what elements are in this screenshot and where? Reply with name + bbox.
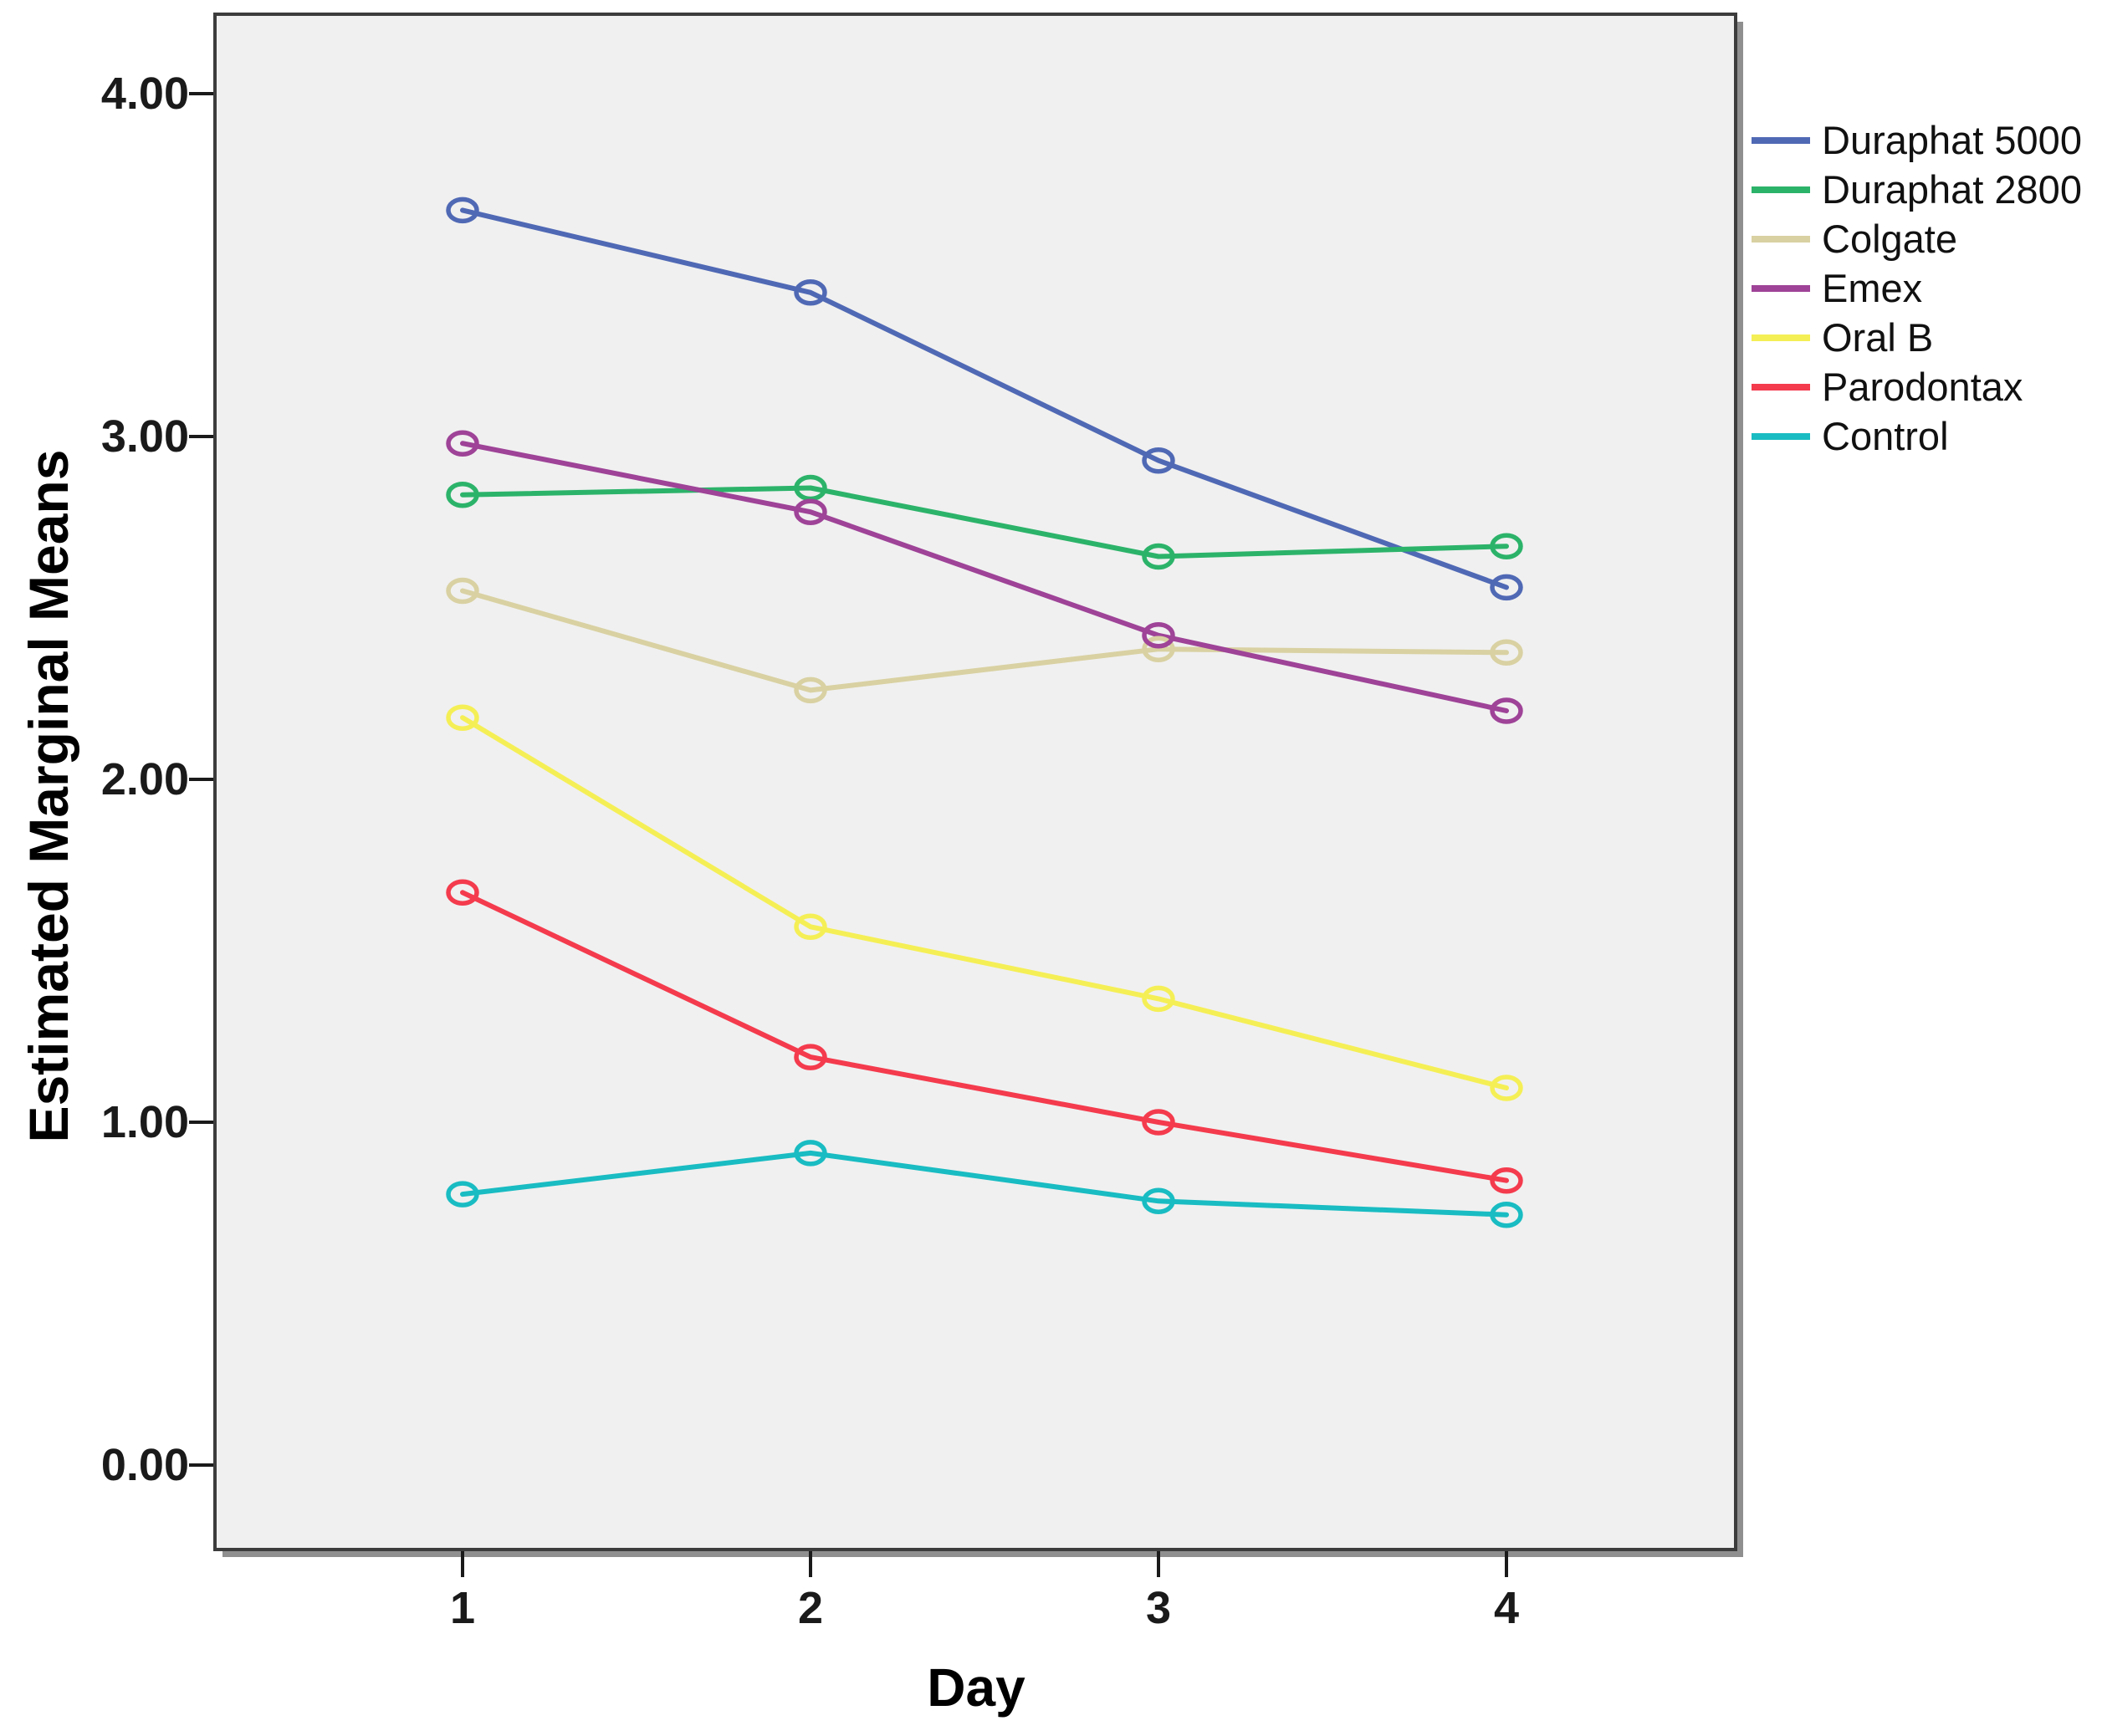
series-line	[460, 441, 1509, 713]
data-point-marker	[1142, 1187, 1175, 1215]
data-point-marker	[446, 704, 479, 731]
legend-label: Parodontax	[1822, 365, 2023, 409]
data-point-marker	[1490, 574, 1523, 601]
data-point-marker	[1142, 985, 1175, 1013]
legend-item: Control	[1752, 411, 2082, 461]
legend-item: Oral B	[1752, 313, 2082, 362]
data-point-marker	[794, 498, 827, 525]
data-point-marker	[446, 879, 479, 906]
legend-label: Oral B	[1822, 315, 1934, 360]
y-tick-label: 0.00	[100, 1440, 189, 1490]
data-point-marker	[446, 1181, 479, 1208]
legend-swatch	[1752, 383, 1810, 391]
data-point-marker	[794, 913, 827, 941]
series-line	[460, 715, 1509, 1090]
data-point-marker	[1490, 697, 1523, 724]
series-line	[460, 588, 1509, 693]
legend-swatch	[1752, 235, 1810, 243]
x-axis-title: Day	[927, 1657, 1025, 1718]
y-tick-label: 4.00	[100, 69, 189, 119]
legend-label: Duraphat 2800	[1822, 167, 2082, 212]
data-point-marker	[446, 197, 479, 224]
legend-label: Emex	[1822, 266, 1923, 310]
data-point-marker	[1490, 1167, 1523, 1194]
legend-item: Duraphat 5000	[1752, 115, 2082, 165]
data-point-marker	[1490, 1201, 1523, 1228]
data-point-marker	[446, 577, 479, 605]
series-line	[460, 207, 1509, 590]
y-tick-label: 2.00	[100, 754, 189, 804]
x-tick-label: 4	[1493, 1583, 1520, 1633]
data-point-marker	[1142, 447, 1175, 474]
y-tick-label: 3.00	[100, 411, 189, 462]
legend-swatch	[1752, 186, 1810, 193]
x-tick-label: 2	[797, 1583, 824, 1633]
data-point-marker	[1142, 1109, 1175, 1136]
legend-label: Duraphat 5000	[1822, 118, 2082, 162]
data-point-marker	[446, 481, 479, 508]
legend-swatch	[1752, 284, 1810, 292]
data-point-marker	[794, 279, 827, 306]
data-point-marker	[1142, 543, 1175, 570]
legend-label: Control	[1822, 414, 1949, 458]
legend-item: Parodontax	[1752, 362, 2082, 411]
data-point-marker	[1490, 533, 1523, 559]
data-point-marker	[794, 1044, 827, 1070]
legend-swatch	[1752, 334, 1810, 341]
data-point-marker	[1490, 1075, 1523, 1101]
legend: Duraphat 5000 Duraphat 2800 Colgate Emex Ora…	[1752, 115, 2082, 461]
data-point-marker	[1142, 622, 1175, 649]
legend-label: Colgate	[1822, 217, 1957, 261]
plot-area	[213, 13, 1737, 1551]
x-tick-label: 3	[1145, 1583, 1172, 1633]
data-point-marker	[1490, 639, 1523, 666]
legend-swatch	[1752, 432, 1810, 440]
legend-item: Colgate	[1752, 214, 2082, 263]
y-axis-title: Estimated Marginal Means	[18, 449, 79, 1143]
data-point-marker	[1142, 636, 1175, 662]
series-line	[460, 890, 1509, 1183]
data-point-marker	[794, 1140, 827, 1167]
x-tick-label: 1	[449, 1583, 476, 1633]
data-point-marker	[446, 430, 479, 457]
series-line	[460, 485, 1509, 559]
legend-item: Duraphat 2800	[1752, 165, 2082, 214]
series-line	[460, 1150, 1509, 1218]
y-tick-label: 1.00	[100, 1097, 189, 1147]
data-point-marker	[794, 677, 827, 704]
legend-item: Emex	[1752, 263, 2082, 313]
legend-swatch	[1752, 136, 1810, 144]
